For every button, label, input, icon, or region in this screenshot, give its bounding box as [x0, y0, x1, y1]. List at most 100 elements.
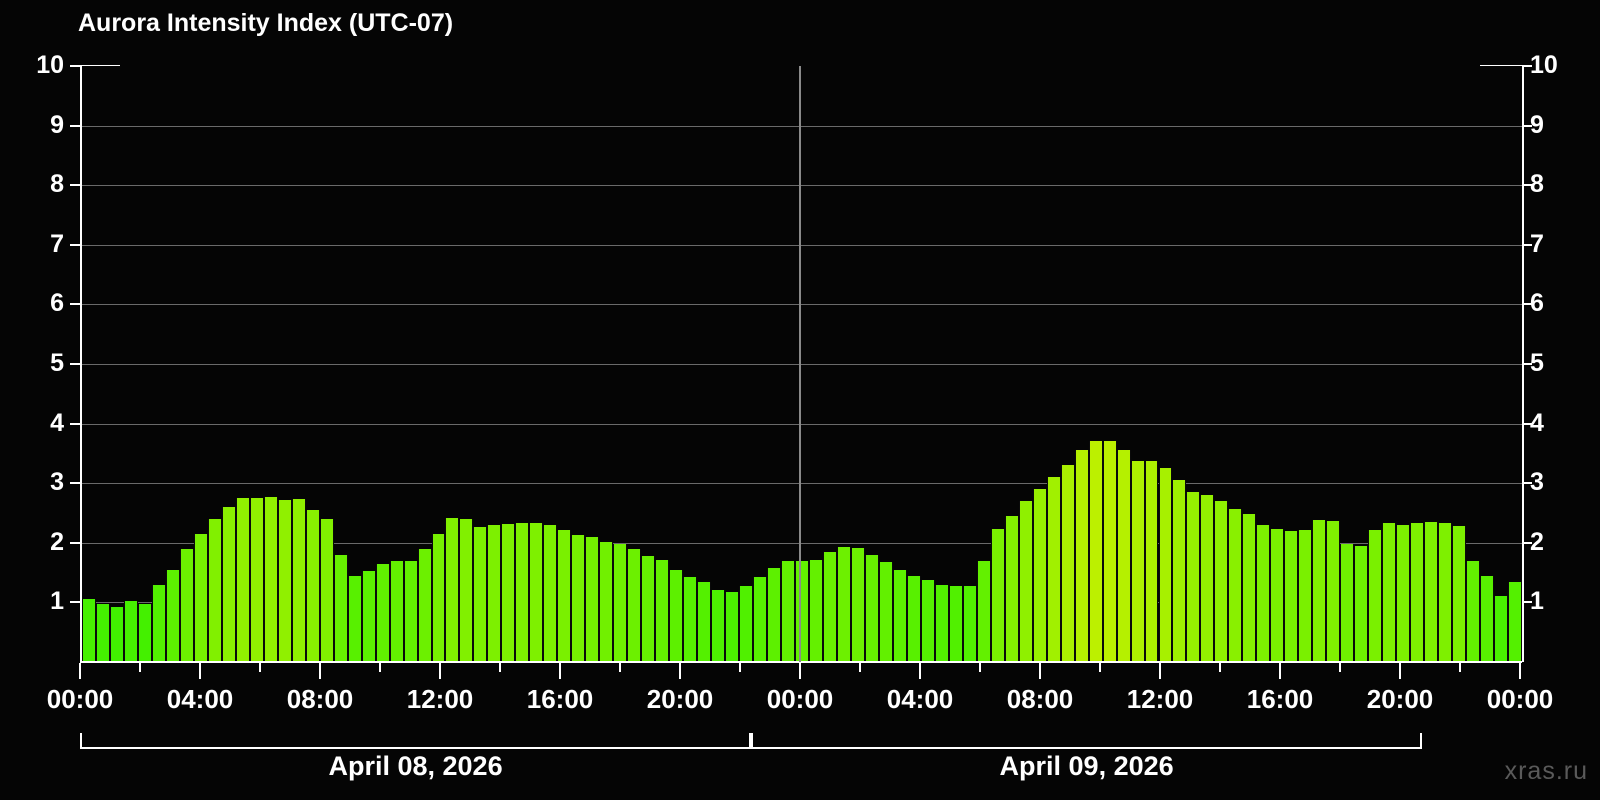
- bar: [333, 554, 348, 662]
- y-tick-label-left: 5: [50, 349, 64, 377]
- bar: [683, 577, 698, 662]
- y-tick-label-right: 5: [1530, 349, 1544, 377]
- y-tick-mark-right: [1522, 65, 1532, 67]
- x-tick-minor: [1459, 663, 1461, 672]
- x-tick-major: [1039, 663, 1041, 679]
- bar: [529, 523, 544, 662]
- watermark: xras.ru: [1504, 757, 1588, 785]
- bar: [1424, 521, 1439, 662]
- x-tick-minor: [259, 663, 261, 672]
- day-divider: [799, 66, 801, 662]
- bar: [1466, 560, 1481, 662]
- y-tick-mark-right: [1522, 363, 1532, 365]
- x-tick-major: [199, 663, 201, 679]
- bar: [948, 585, 963, 662]
- bar: [361, 571, 376, 662]
- bar: [739, 586, 754, 662]
- bar: [1284, 530, 1299, 662]
- bar: [836, 546, 851, 662]
- y-tick-mark-right: [1522, 601, 1532, 604]
- bar: [1214, 501, 1229, 662]
- x-tick-major: [1159, 663, 1161, 679]
- y-tick-mark-left: [70, 422, 80, 425]
- bar: [207, 518, 222, 662]
- bar: [95, 603, 110, 662]
- x-tick-label: 08:00: [1006, 684, 1074, 714]
- bar: [641, 555, 656, 662]
- bar: [193, 533, 208, 662]
- x-tick-label: 20:00: [646, 684, 714, 714]
- x-tick-label: 20:00: [1366, 684, 1434, 714]
- bar: [1102, 441, 1117, 662]
- y-tick-label-left: 2: [50, 527, 64, 556]
- y-tick-label-left: 10: [36, 51, 64, 79]
- bar: [1452, 526, 1467, 662]
- x-tick-major: [439, 663, 441, 679]
- bar: [347, 575, 362, 662]
- gridline: [82, 125, 1522, 127]
- bar: [487, 524, 502, 662]
- bar: [1298, 529, 1313, 662]
- bar: [375, 563, 390, 662]
- y-tick-mark-right: [1522, 243, 1532, 246]
- bars-layer: [82, 66, 1522, 662]
- x-tick-minor: [1099, 663, 1101, 672]
- bar: [1508, 581, 1522, 662]
- bar: [1368, 529, 1383, 662]
- x-tick-label: 16:00: [1246, 684, 1314, 714]
- plot-area: [80, 66, 1524, 662]
- bar: [1172, 480, 1187, 662]
- bar: [1074, 450, 1089, 662]
- bar: [627, 548, 642, 662]
- bar: [319, 518, 334, 662]
- bar: [459, 518, 474, 662]
- bar: [1158, 468, 1173, 662]
- page-title: Aurora Intensity Index (UTC-07): [78, 9, 454, 37]
- bar: [906, 575, 921, 662]
- bar: [445, 517, 460, 662]
- bar: [1046, 477, 1061, 662]
- bar: [767, 568, 782, 662]
- bar: [1396, 524, 1411, 662]
- y-tick-label-right: 10: [1530, 51, 1558, 79]
- bar: [1130, 460, 1145, 662]
- x-tick-minor: [1219, 663, 1221, 672]
- bar: [711, 590, 726, 662]
- y-tick-label-right: 7: [1530, 229, 1544, 258]
- y-tick-label-left: 1: [50, 587, 64, 616]
- x-tick-label: 04:00: [166, 684, 234, 714]
- x-tick-major: [1519, 663, 1521, 679]
- bar: [599, 541, 614, 662]
- y-tick-mark-left: [70, 243, 80, 246]
- bar: [543, 524, 558, 662]
- y-tick-label-left: 9: [50, 110, 64, 139]
- bar: [403, 560, 418, 662]
- bar: [1242, 514, 1257, 662]
- bar: [1116, 450, 1131, 662]
- day-label: April 08, 2026: [328, 751, 503, 781]
- x-tick-minor: [859, 663, 861, 672]
- bar: [1018, 501, 1033, 662]
- bar: [473, 526, 488, 662]
- x-tick-label: 00:00: [766, 684, 834, 714]
- bar: [291, 499, 306, 662]
- x-tick-major: [799, 663, 801, 679]
- bar: [109, 607, 124, 662]
- x-tick-label: 16:00: [526, 684, 594, 714]
- axis-baseline: [80, 661, 1522, 663]
- bar: [1340, 544, 1355, 662]
- gridline: [82, 185, 1522, 187]
- bar: [305, 510, 320, 662]
- y-tick-label-right: 6: [1530, 289, 1544, 318]
- bar: [1186, 492, 1201, 662]
- x-tick-minor: [499, 663, 501, 672]
- bar: [501, 523, 516, 662]
- bar: [179, 548, 194, 662]
- bar: [878, 561, 893, 662]
- bar: [1088, 441, 1103, 662]
- y-tick-mark-left: [70, 363, 80, 365]
- bar: [962, 585, 977, 662]
- y-tick-mark-right: [1522, 184, 1532, 187]
- gridline: [82, 483, 1522, 485]
- bar: [221, 507, 236, 662]
